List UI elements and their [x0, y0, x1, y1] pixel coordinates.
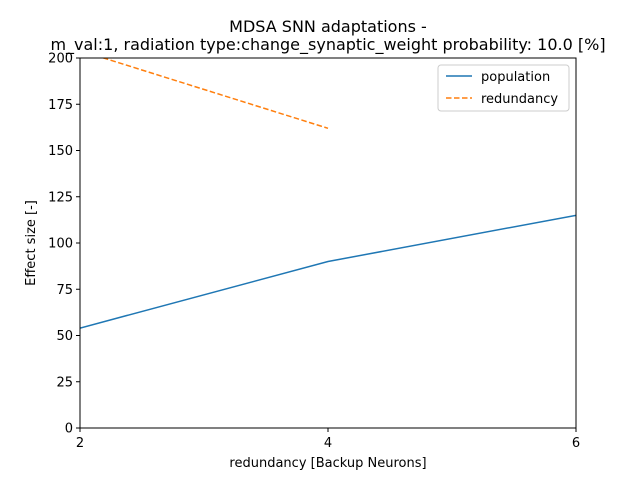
y-axis: 0 25 50 75 100 125 150 175 200 — [48, 52, 80, 437]
y-tick-label: 75 — [56, 283, 73, 298]
y-axis-label: Effect size [-] — [24, 200, 39, 286]
series-line-redundancy — [101, 58, 329, 130]
x-axis: 2 4 6 — [76, 428, 580, 451]
y-tick-label: 150 — [48, 144, 73, 159]
legend-label-population: population — [481, 70, 550, 85]
legend: population redundancy — [437, 64, 570, 112]
y-tick-label: 0 — [65, 422, 73, 437]
x-tick-label: 6 — [572, 436, 580, 451]
chart-title-line2: m_val:1, radiation type:change_synaptic_… — [50, 35, 605, 55]
x-axis-label: redundancy [Backup Neurons] — [229, 456, 426, 471]
y-tick-label: 50 — [56, 329, 73, 344]
y-tick-label: 125 — [48, 190, 73, 205]
chart-title-line1: MDSA SNN adaptations - — [229, 17, 427, 36]
y-tick-label: 175 — [48, 98, 73, 113]
series-layer — [80, 58, 576, 329]
y-tick-label: 200 — [48, 52, 73, 67]
y-tick-label: 25 — [56, 375, 73, 390]
series-line-population — [80, 214, 576, 329]
x-tick-label: 2 — [76, 436, 84, 451]
x-tick-label: 4 — [324, 436, 332, 451]
legend-label-redundancy: redundancy — [481, 92, 558, 107]
y-tick-label: 100 — [48, 237, 73, 252]
